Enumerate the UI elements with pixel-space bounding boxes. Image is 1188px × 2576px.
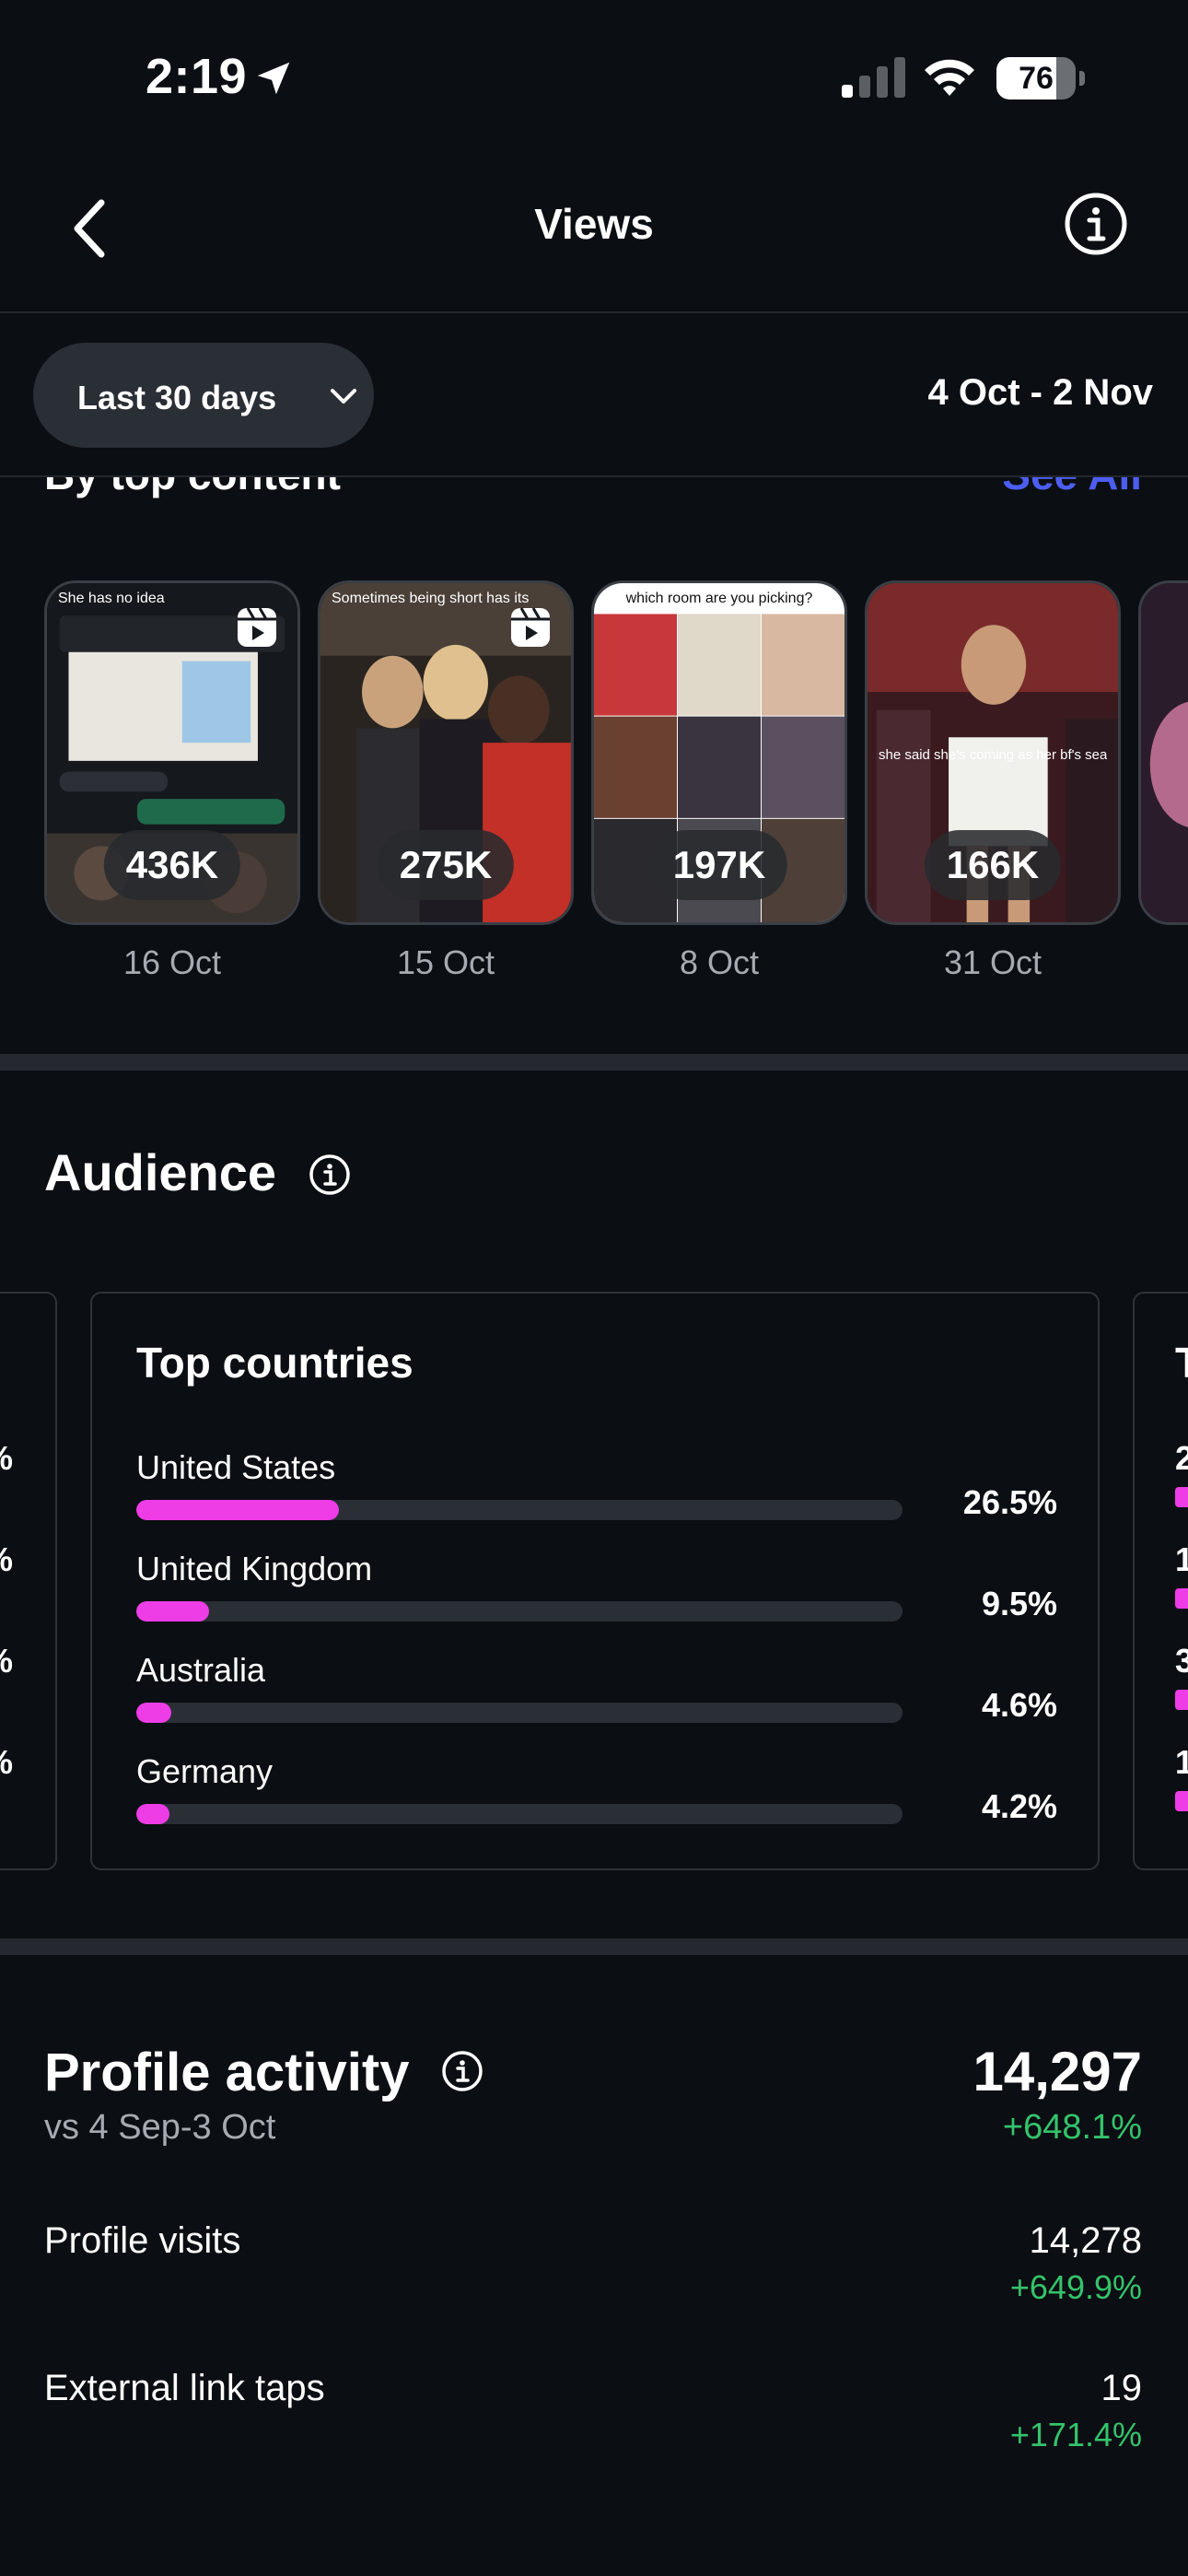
side-pct-fragment: % xyxy=(0,1439,13,1478)
audience-card-next[interactable]: T 2 1 3 1 xyxy=(1133,1292,1188,1870)
content-caption: Sometimes being short has its xyxy=(332,591,530,606)
content-card[interactable]: she said she's coming as her bf's search… xyxy=(865,580,1121,925)
content-caption: which room are you picking? xyxy=(625,591,813,606)
content-date: 31 Oct xyxy=(943,943,1042,981)
country-bar-fill xyxy=(136,1804,169,1824)
info-icon[interactable] xyxy=(1063,191,1129,257)
content-card[interactable]: She has no idea 436K xyxy=(44,580,300,925)
country-row: Australia 4.6% xyxy=(136,1651,1057,1734)
audience-card-previous[interactable]: % % % % xyxy=(0,1292,57,1870)
country-name: United Kingdom xyxy=(136,1550,373,1587)
content-date: 16 Oct xyxy=(122,943,222,981)
battery-fill xyxy=(996,57,1057,100)
profile-activity-change: +648.1% xyxy=(1002,2108,1142,2147)
country-bar-track xyxy=(136,1601,903,1622)
side-pct-fragment: % xyxy=(0,1642,13,1680)
country-bar-fill xyxy=(136,1601,210,1622)
content-view-count: 275K xyxy=(377,830,515,900)
status-bar: 2:19 76 xyxy=(0,0,1188,157)
country-name: Australia xyxy=(136,1651,266,1689)
section-divider xyxy=(0,1938,1188,1955)
side-value-fragment: 1 xyxy=(1175,1540,1188,1578)
content-card[interactable]: Sometimes being short has its 275K xyxy=(318,580,574,925)
filter-row: Last 30 days 4 Oct - 2 Nov xyxy=(0,315,1188,477)
country-bar-track xyxy=(136,1500,903,1520)
content-view-count: 166K xyxy=(924,830,1062,900)
profile-activity-title: Profile activity xyxy=(44,2043,410,2102)
battery-level: 76 xyxy=(1019,61,1054,96)
country-bar-track xyxy=(136,1804,903,1824)
side-pct-fragment: % xyxy=(0,1743,13,1782)
side-title-fragment: T xyxy=(1175,1338,1188,1388)
page-title: Views xyxy=(534,200,654,248)
content-caption: she said she's coming as her bf's search… xyxy=(879,747,1107,763)
country-percent: 4.6% xyxy=(981,1686,1057,1724)
side-bar-fragment xyxy=(1175,1588,1188,1609)
side-value-fragment: 3 xyxy=(1175,1642,1188,1680)
country-name: United States xyxy=(136,1448,336,1486)
wifi-icon xyxy=(925,59,974,96)
info-icon[interactable] xyxy=(440,2049,484,2093)
side-bar-fragment xyxy=(1175,1690,1188,1710)
chevron-left-icon[interactable] xyxy=(64,192,116,265)
side-value-fragment: 2 xyxy=(1175,1439,1188,1477)
see-all-link[interactable]: See All xyxy=(1002,477,1142,499)
side-value-fragment: 1 xyxy=(1175,1743,1188,1781)
metric-change: +171.4% xyxy=(1009,2416,1142,2453)
country-bar-track xyxy=(136,1703,903,1723)
battery-cap xyxy=(1079,71,1085,86)
metric-value: 14,278 xyxy=(1029,2220,1142,2261)
content-view-count: 436K xyxy=(103,830,241,900)
top-countries-title: Top countries xyxy=(136,1339,413,1387)
metric-change: +649.9% xyxy=(1009,2268,1142,2306)
side-pct-fragment: % xyxy=(0,1540,13,1579)
content-card-partial[interactable] xyxy=(1138,580,1188,925)
side-bar-fragment xyxy=(1175,1791,1188,1811)
top-content-title: By top content xyxy=(44,477,341,499)
country-percent: 9.5% xyxy=(981,1585,1057,1622)
top-content-carousel[interactable]: She has no idea 436K 16 Oct Sometimes be… xyxy=(0,580,1188,995)
country-row: United States 26.5% xyxy=(136,1448,1057,1531)
date-range-label: Last 30 days xyxy=(77,379,277,416)
metric-value: 19 xyxy=(1101,2368,1143,2408)
nav-header: Views xyxy=(0,157,1188,313)
country-percent: 26.5% xyxy=(962,1483,1057,1521)
location-arrow-icon xyxy=(257,62,290,95)
country-bar-fill xyxy=(136,1500,340,1520)
content-date: 8 Oct xyxy=(679,943,760,981)
date-range-dropdown[interactable]: Last 30 days xyxy=(33,343,374,448)
chevron-down-icon xyxy=(331,389,356,404)
battery-body: 76 xyxy=(996,57,1076,100)
metric-label: Profile visits xyxy=(44,2220,241,2261)
content-view-count: 197K xyxy=(650,830,788,900)
date-range-text: 4 Oct - 2 Nov xyxy=(927,372,1153,413)
country-bar-fill xyxy=(136,1703,172,1723)
reels-icon xyxy=(238,607,276,647)
content-caption: She has no idea xyxy=(58,591,165,606)
status-time: 2:19 xyxy=(146,49,248,104)
country-row: Germany 4.2% xyxy=(136,1752,1057,1835)
audience-title: Audience xyxy=(44,1143,277,1201)
country-percent: 4.2% xyxy=(981,1787,1057,1825)
cellular-signal-icon xyxy=(842,57,905,98)
top-countries-card[interactable]: Top countries United States 26.5% United… xyxy=(90,1292,1100,1870)
metric-label: External link taps xyxy=(44,2368,325,2408)
top-content-header: By top content See All xyxy=(0,477,1188,514)
content-date: 15 Oct xyxy=(396,943,495,981)
section-divider xyxy=(0,1054,1188,1071)
country-row: United Kingdom 9.5% xyxy=(136,1550,1057,1633)
side-bar-fragment xyxy=(1175,1487,1188,1507)
info-icon[interactable] xyxy=(308,1153,352,1197)
country-name: Germany xyxy=(136,1752,274,1790)
content-thumbnail xyxy=(1141,583,1188,922)
battery-icon: 76 xyxy=(996,57,1085,100)
profile-activity-total: 14,297 xyxy=(973,2041,1142,2102)
reels-icon xyxy=(511,607,550,647)
content-card[interactable]: which room are you picking? 197K xyxy=(591,580,847,925)
comparison-period: vs 4 Sep-3 Oct xyxy=(44,2108,276,2147)
